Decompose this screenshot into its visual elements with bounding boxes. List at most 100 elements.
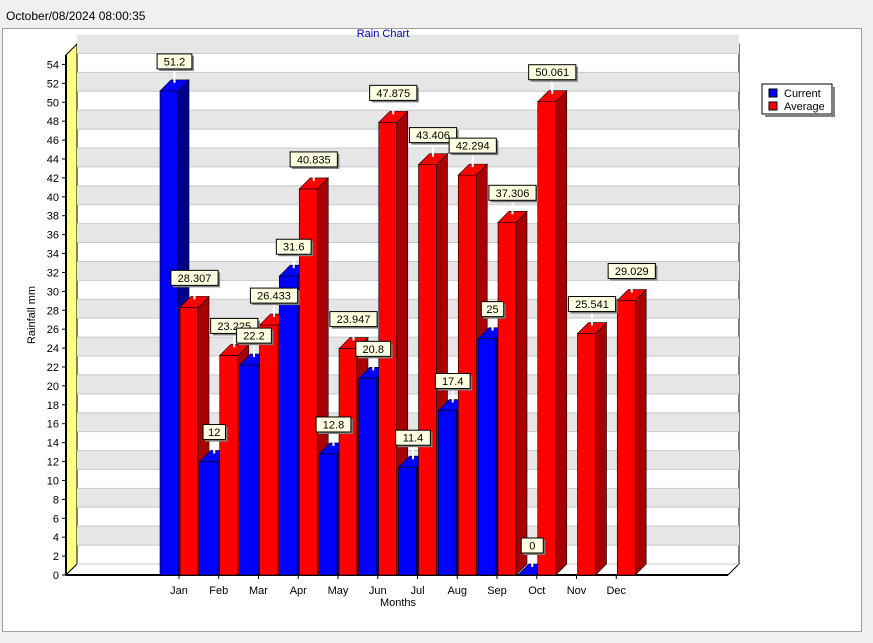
data-label-average-mar-text: 26.433 xyxy=(257,291,291,303)
bar-average-jun-top xyxy=(378,111,409,123)
bar-current-jan-front xyxy=(159,90,179,576)
timestamp-label: October/08/2024 08:00:35 xyxy=(6,9,146,23)
data-label-average-apr-box xyxy=(289,151,338,168)
data-label-average-aug-text: 42.294 xyxy=(456,141,490,153)
data-label-average-jun-text: 47.875 xyxy=(376,88,410,100)
data-label-current-feb-text: 12 xyxy=(208,427,220,439)
y-tick-label: 26 xyxy=(47,324,59,336)
bar-current-apr-front xyxy=(278,275,298,576)
y-tick-label: 28 xyxy=(47,305,59,317)
data-label-current-jun-box xyxy=(355,340,392,357)
data-label-average-aug-box xyxy=(448,137,497,154)
bar-average-sep-side xyxy=(515,210,528,576)
legend-label-average: Average xyxy=(784,101,825,113)
y-axis-title: Rainfall mm xyxy=(26,286,38,344)
data-label-average-oct-text: 50.061 xyxy=(535,67,569,79)
bar-average-oct xyxy=(537,89,568,576)
data-label-average-jan-box xyxy=(170,269,219,286)
bar-average-dec-side xyxy=(634,288,647,576)
data-label-current-mar: 22.2 xyxy=(236,327,274,358)
bar-average-sep-front xyxy=(497,221,517,576)
y-tick-label: 52 xyxy=(47,78,59,90)
bar-average-sep xyxy=(497,210,528,576)
bar-average-nov-top xyxy=(576,322,608,334)
x-tick-label-mar: Mar xyxy=(249,585,268,597)
data-label-current-jan-box xyxy=(156,53,193,70)
data-label-current-jul-box xyxy=(395,429,431,446)
bar-average-oct-front xyxy=(537,101,557,576)
bar-current-may-front xyxy=(318,453,338,576)
bar-current-jan-top xyxy=(159,79,190,92)
x-tick-label-oct: Oct xyxy=(528,585,545,597)
data-label-average-jun-box xyxy=(369,84,418,101)
y-tick-label: 10 xyxy=(47,475,59,487)
data-label-average-dec-text: 29.029 xyxy=(615,266,649,278)
bar-current-aug-front xyxy=(437,410,457,576)
bar-average-oct-top xyxy=(537,90,568,102)
grid-band xyxy=(77,34,739,54)
x-tick-label-jul: Jul xyxy=(410,585,424,597)
data-label-current-sep-text: 25 xyxy=(486,304,498,316)
data-label-average-jan-text: 28.307 xyxy=(178,273,212,285)
bar-average-nov-side xyxy=(595,321,607,576)
bar-average-may-top xyxy=(338,337,369,349)
data-label-current-aug: 17.4 xyxy=(434,372,473,403)
y-tick-label: 8 xyxy=(53,494,59,506)
y-tick-label: 24 xyxy=(47,343,59,355)
data-label-average-aug: 42.294 xyxy=(448,137,499,168)
data-label-current-jan: 51.2 xyxy=(156,53,194,83)
y-tick-label: 18 xyxy=(47,400,59,412)
x-axis-ticks: Jan Feb Mar Apr May Jun Jul Aug Sep Oct Nov Dec xyxy=(170,575,627,597)
bar-current-jul-front xyxy=(398,466,417,576)
y-tick-label: 6 xyxy=(53,513,59,525)
data-label-current-jun: 20.8 xyxy=(355,340,393,371)
data-label-current-mar-text: 22.2 xyxy=(243,331,264,343)
y-tick-label: 40 xyxy=(47,192,59,204)
chart-bars xyxy=(159,79,647,576)
data-label-current-may-box xyxy=(315,416,352,433)
y-tick-label: 34 xyxy=(47,249,59,261)
legend-label-current: Current xyxy=(784,88,821,100)
data-label-average-oct-box xyxy=(528,64,577,81)
data-label-average-nov-text: 25.541 xyxy=(575,299,609,311)
data-label-average-may-box xyxy=(329,311,378,328)
data-label-current-jun-text: 20.8 xyxy=(363,344,384,356)
data-label-average-apr: 40.835 xyxy=(289,151,340,181)
bar-current-feb-front xyxy=(199,461,219,576)
data-label-current-jan-text: 51.2 xyxy=(164,56,185,68)
bar-average-jul-front xyxy=(418,164,437,576)
y-tick-label: 30 xyxy=(47,286,59,298)
y-tick-label: 48 xyxy=(47,116,59,128)
data-label-average-sep-text: 37.306 xyxy=(496,188,530,200)
y-tick-label: 20 xyxy=(47,381,59,393)
y-tick-label: 16 xyxy=(47,419,59,431)
data-label-average-jan: 28.307 xyxy=(170,269,221,300)
data-label-average-may: 23.947 xyxy=(329,311,380,341)
bar-average-jan-top xyxy=(179,296,210,308)
data-label-current-may: 12.8 xyxy=(315,416,353,446)
data-label-current-may-text: 12.8 xyxy=(323,419,344,431)
x-tick-label-dec: Dec xyxy=(606,585,626,597)
y-tick-label: 22 xyxy=(47,362,59,374)
data-label-average-mar-box xyxy=(249,287,299,304)
left-wall xyxy=(65,42,78,577)
y-tick-label: 4 xyxy=(53,532,59,544)
y-tick-label: 42 xyxy=(47,173,59,185)
legend-shadow-right xyxy=(832,87,835,117)
data-labels: 51.228.3071223.22522.226.43331.640.83512… xyxy=(156,53,658,567)
data-label-current-jul-text: 11.4 xyxy=(403,433,424,445)
data-label-current-oct: 0 xyxy=(520,537,546,567)
x-tick-label-nov: Nov xyxy=(567,585,587,597)
data-label-current-feb-box xyxy=(202,424,226,441)
x-tick-label-sep: Sep xyxy=(487,585,507,597)
data-label-average-apr-text: 40.835 xyxy=(297,154,331,166)
legend-shadow-bottom xyxy=(765,114,835,117)
data-label-average-jul: 43.406 xyxy=(408,127,459,157)
data-label-current-oct-text: 0 xyxy=(529,541,535,553)
bar-average-dec-front xyxy=(616,300,636,576)
bar-current-sep-front xyxy=(477,338,497,576)
data-label-current-sep: 25 xyxy=(480,301,506,331)
bar-average-dec-top xyxy=(616,289,647,301)
